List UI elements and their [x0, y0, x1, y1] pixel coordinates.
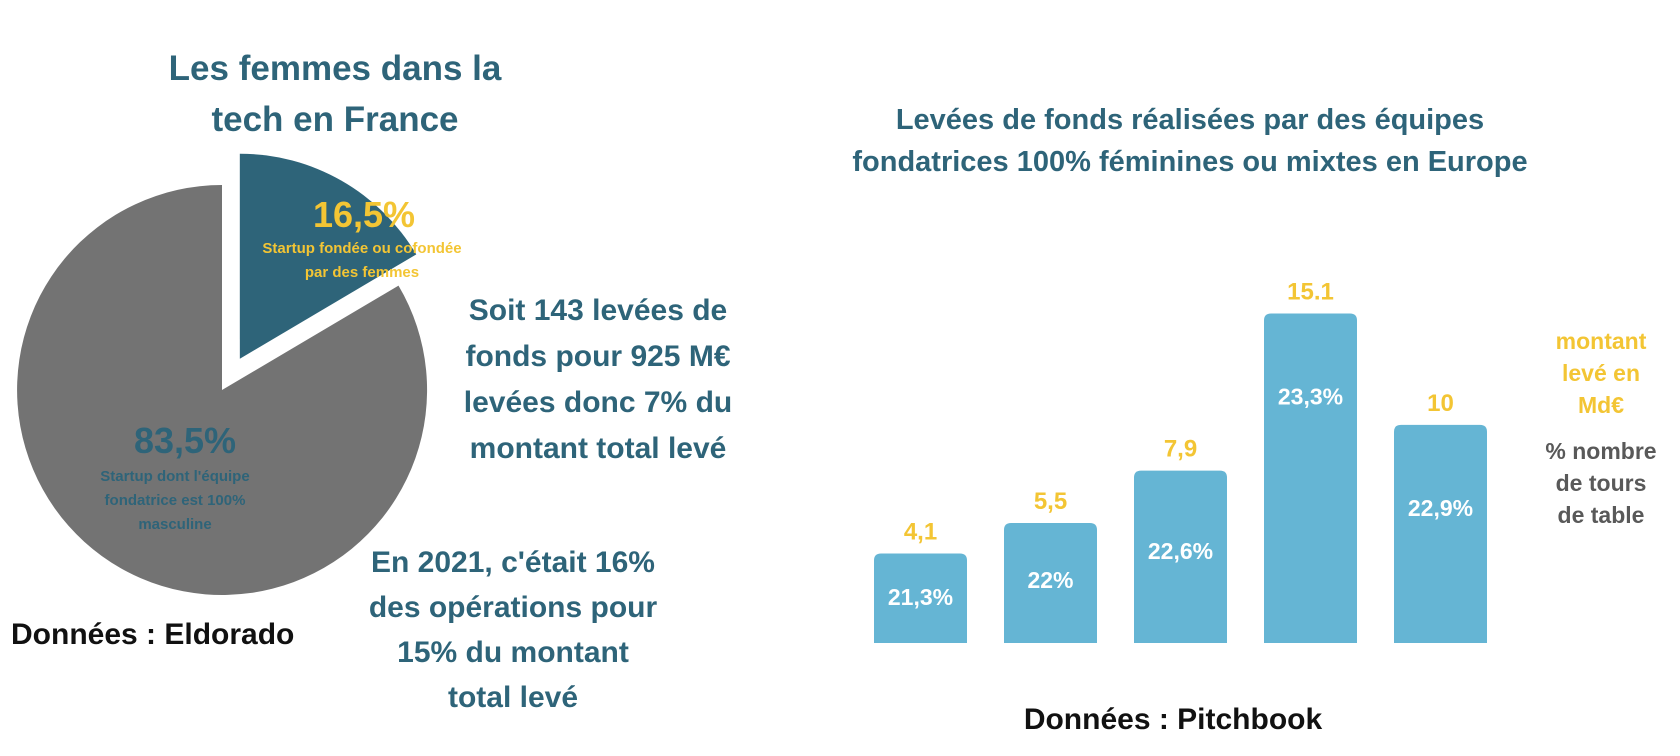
legend-amount-line1: montant	[1556, 328, 1647, 354]
bar-amount-label-3: 7,9	[1164, 436, 1197, 463]
bar-amount-label-5: 10	[1427, 390, 1454, 417]
note1-line4: montant total levé	[470, 432, 727, 465]
bar-amount-label-1: 4,1	[904, 519, 937, 546]
note2-line3: 15% du montant	[397, 636, 629, 669]
note1-line1: Soit 143 levées de	[469, 294, 728, 327]
bar-3	[1134, 470, 1227, 643]
pie-title-line1: Les femmes dans la	[169, 49, 502, 88]
bar-4	[1264, 313, 1357, 643]
pie-chart: 16,5% Startup fondée ou cofondée par des…	[17, 153, 462, 595]
bar-pct-label-4: 23,3%	[1278, 384, 1343, 410]
legend-pct-line1: % nombre	[1545, 438, 1656, 464]
pie-value-women: 16,5%	[313, 194, 415, 235]
legend-pct-line3: de table	[1558, 502, 1645, 528]
pie-label-men-line2: fondatrice est 100%	[105, 492, 246, 509]
pie-label-men-line1: Startup dont l'équipe	[100, 468, 249, 485]
source-pitchbook: Données : Pitchbook	[1024, 703, 1323, 736]
bar-2	[1004, 522, 1097, 643]
pie-label-men-line3: masculine	[138, 516, 211, 533]
legend-amount-line2: levé en	[1562, 360, 1640, 386]
bar-5	[1394, 424, 1487, 643]
pie-slice-women	[239, 153, 417, 359]
pie-label-women-line2: par des femmes	[305, 264, 419, 281]
bar-title-line2: fondatrices 100% féminines ou mixtes en …	[852, 146, 1527, 178]
bar-pct-label-3: 22,6%	[1148, 538, 1213, 564]
bar-amount-label-2: 5,5	[1034, 488, 1067, 515]
legend-pct-line2: de tours	[1556, 470, 1647, 496]
note2-line4: total levé	[448, 681, 578, 714]
bar-pct-label-5: 22,9%	[1408, 495, 1473, 521]
bar-title-line1: Levées de fonds réalisées par des équipe…	[896, 104, 1484, 136]
source-eldorado: Données : Eldorado	[11, 618, 294, 651]
pie-label-women-line1: Startup fondée ou cofondée	[262, 240, 461, 257]
note2-line1: En 2021, c'était 16%	[371, 546, 655, 579]
bar-amount-label-4: 15.1	[1287, 279, 1334, 306]
bar-chart: 4,1 21,3% 5,5 22% 7,9 22,6% 15.1 23,3% 10 22,9%	[874, 279, 1487, 643]
note1-line3: levées donc 7% du	[464, 386, 732, 419]
pie-slice-men	[17, 185, 428, 595]
note1-line2: fonds pour 925 M€	[465, 340, 730, 373]
bar-pct-label-1: 21,3%	[888, 584, 953, 610]
pie-value-men: 83,5%	[134, 420, 236, 461]
pie-title-line2: tech en France	[211, 100, 458, 139]
legend-amount-line3: Md€	[1578, 392, 1624, 418]
note2-line2: des opérations pour	[369, 591, 658, 624]
bar-1	[874, 553, 967, 643]
bar-pct-label-2: 22%	[1027, 567, 1073, 593]
